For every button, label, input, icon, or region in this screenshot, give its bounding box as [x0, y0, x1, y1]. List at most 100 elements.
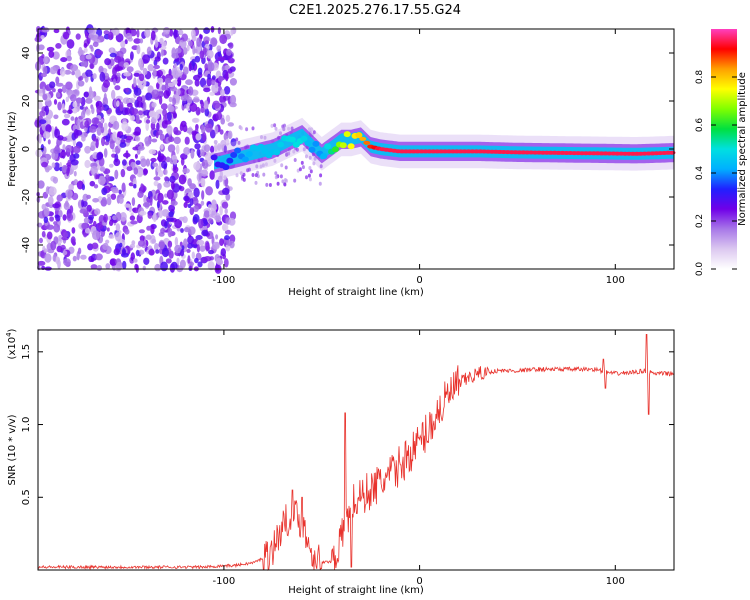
noise-blob: [142, 265, 146, 271]
spectrogram-panel: -100 0 100 -40 -20 0 20 40 Height of straight …: [7, 24, 676, 298]
noise-blob: [167, 240, 173, 248]
noise-blob: [179, 259, 186, 269]
noise-blob: [235, 137, 239, 142]
noise-blob: [230, 28, 234, 36]
spectrogram-x-label: Height of straight line (km): [288, 287, 424, 298]
noise-blob: [92, 136, 97, 142]
noise-blob: [142, 67, 148, 76]
noise-blob: [189, 183, 196, 190]
noise-blob: [172, 112, 177, 119]
noise-blob: [40, 35, 45, 40]
noise-blob: [46, 224, 54, 230]
noise-blob: [78, 76, 82, 82]
noise-blob: [149, 196, 153, 207]
noise-blob: [259, 164, 263, 169]
noise-blob: [60, 57, 68, 63]
noise-blob: [190, 150, 194, 158]
noise-blob: [298, 167, 302, 172]
noise-blob: [67, 159, 72, 165]
noise-blob: [95, 138, 99, 149]
noise-blob: [110, 193, 117, 200]
noise-blob: [200, 100, 205, 108]
noise-blob: [198, 218, 204, 229]
noise-blob: [75, 33, 81, 40]
noise-blob: [61, 164, 68, 173]
noise-blob: [196, 37, 202, 47]
noise-blob: [162, 200, 169, 205]
chart-title: C2E1.2025.276.17.55.G24: [289, 3, 461, 18]
noise-blob: [81, 135, 86, 142]
noise-blob: [103, 148, 108, 158]
noise-blob: [293, 178, 297, 183]
noise-blob: [218, 75, 223, 83]
noise-blob: [94, 208, 101, 216]
noise-blob: [105, 133, 110, 143]
noise-blob: [194, 143, 201, 150]
noise-blob: [120, 168, 126, 178]
noise-blob: [88, 34, 94, 39]
noise-blob: [88, 214, 94, 220]
noise-blob: [123, 62, 130, 68]
x-tick-label: -100: [213, 576, 236, 587]
noise-blob: [92, 73, 97, 80]
noise-blob: [220, 89, 225, 97]
noise-blob: [170, 200, 178, 206]
noise-blob: [144, 136, 152, 145]
noise-blob: [115, 223, 121, 232]
noise-blob: [143, 194, 148, 205]
noise-blob: [217, 143, 222, 151]
noise-blob: [138, 58, 144, 68]
noise-blob: [80, 61, 88, 67]
noise-blob: [173, 126, 179, 135]
noise-blob: [283, 123, 286, 128]
noise-blob: [169, 28, 174, 37]
noise-blob: [207, 261, 215, 271]
noise-blob: [157, 192, 164, 203]
noise-blob: [129, 97, 136, 104]
noise-blob: [83, 217, 90, 224]
noise-blob: [119, 242, 123, 248]
noise-blob: [133, 72, 140, 77]
noise-blob: [196, 148, 201, 157]
noise-blob: [95, 100, 103, 108]
x-tick-label: -100: [213, 275, 236, 286]
noise-blob: [150, 157, 157, 163]
noise-blob: [209, 170, 215, 180]
noise-blob: [307, 173, 311, 178]
noise-blob: [89, 86, 93, 96]
noise-blob: [305, 175, 308, 180]
noise-blob: [137, 190, 144, 198]
noise-blob: [172, 69, 179, 78]
noise-blob: [144, 28, 151, 38]
noise-blob: [308, 155, 312, 160]
noise-blob: [201, 124, 206, 135]
noise-blob: [62, 214, 67, 221]
noise-blob: [96, 105, 102, 115]
noise-blob: [55, 76, 60, 85]
noise-blob: [274, 171, 278, 176]
noise-blob: [66, 168, 70, 177]
ridge-core: [343, 131, 351, 138]
noise-blob: [37, 44, 45, 51]
noise-blob: [157, 77, 164, 85]
noise-blob: [247, 167, 251, 172]
noise-blob: [201, 229, 209, 237]
noise-blob: [136, 168, 144, 178]
noise-blob: [67, 109, 73, 114]
noise-blob: [163, 163, 167, 170]
noise-blob: [270, 123, 274, 128]
noise-blob: [91, 117, 100, 125]
noise-blob: [175, 88, 181, 96]
noise-blob: [192, 205, 199, 212]
noise-blob: [70, 64, 79, 72]
noise-blob: [191, 130, 198, 136]
noise-blob: [153, 64, 161, 70]
noise-blob: [211, 39, 218, 45]
noise-blob: [43, 56, 48, 64]
noise-blob: [192, 44, 196, 55]
noise-blob: [72, 107, 78, 114]
noise-blob: [163, 27, 171, 35]
snr-multiplier: (x104): [5, 328, 18, 359]
noise-blob: [96, 126, 102, 136]
noise-blob: [39, 110, 46, 117]
